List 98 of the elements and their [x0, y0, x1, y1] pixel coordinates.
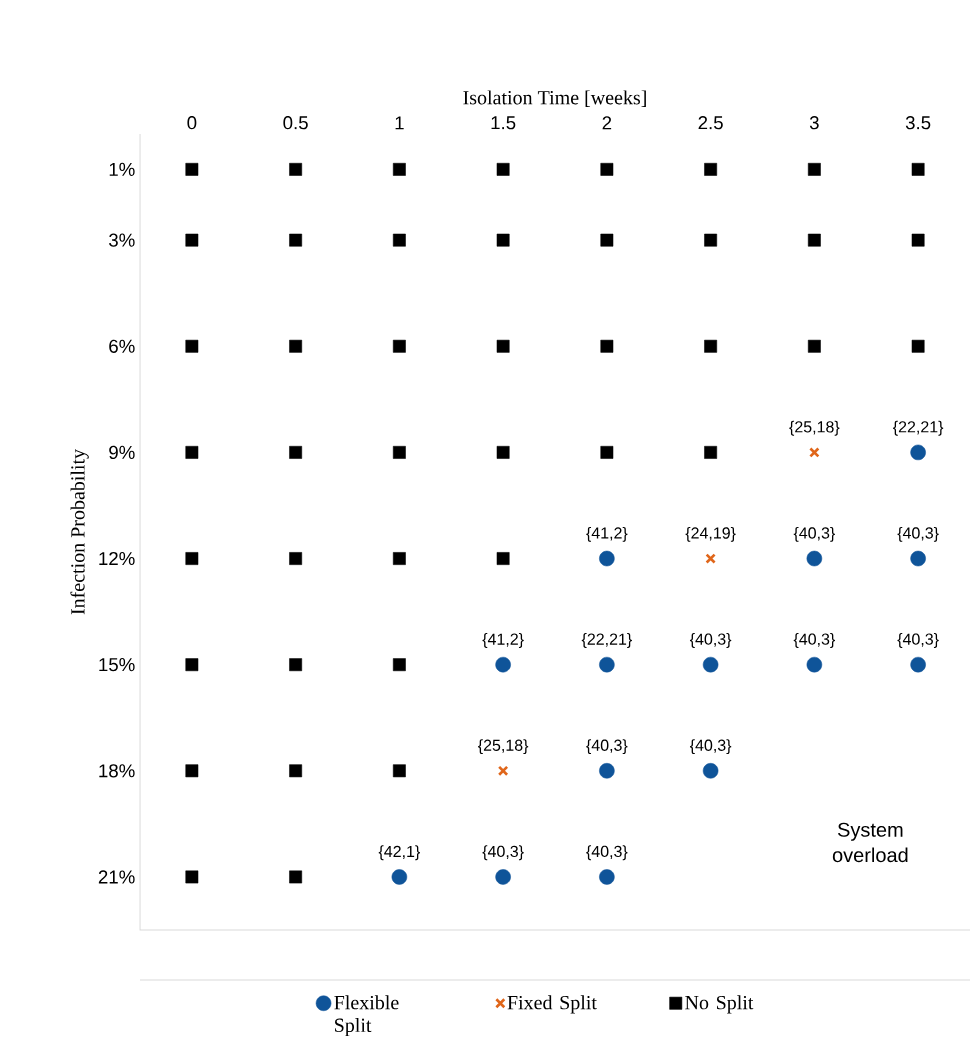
point — [185, 764, 199, 778]
x-tick-label: 0 — [187, 116, 197, 130]
x-tick-label: 1 — [395, 116, 404, 130]
point — [806, 550, 823, 567]
x-tick-label: 2 — [602, 116, 612, 130]
y-tick-label: 6% — [109, 339, 135, 353]
point — [289, 233, 303, 247]
point — [497, 765, 509, 777]
point — [911, 233, 925, 247]
annotation: {24,19} — [685, 526, 736, 542]
point — [496, 233, 510, 247]
point — [702, 656, 719, 673]
point — [600, 162, 614, 176]
legend-label: Fixed Split — [507, 995, 597, 1014]
y-tick-label: 21% — [98, 870, 135, 884]
annotation: {40,3} — [793, 633, 835, 648]
point — [806, 656, 823, 673]
annotation: {42,1} — [378, 845, 420, 861]
annotation: {22,21} — [581, 633, 632, 648]
point — [807, 233, 821, 247]
point — [392, 339, 406, 353]
x-axis-title: Isolation Time [weeks] — [463, 90, 646, 107]
point — [185, 233, 199, 247]
point — [289, 870, 303, 884]
point — [185, 658, 199, 672]
point — [185, 870, 199, 884]
point — [392, 233, 406, 247]
point — [185, 552, 199, 565]
y-tick-label: 9% — [109, 445, 135, 460]
point — [807, 339, 821, 353]
point — [911, 339, 925, 353]
point — [391, 869, 408, 885]
y-tick-label: 15% — [99, 658, 135, 672]
point — [704, 446, 718, 459]
annotation: {25,18} — [478, 739, 529, 755]
point — [705, 553, 716, 564]
annotation: {41,2} — [482, 633, 524, 648]
point — [910, 550, 926, 567]
y-tick-label: 12% — [99, 551, 135, 566]
point — [289, 446, 303, 459]
annotation: {40,3} — [586, 739, 628, 755]
point — [392, 162, 406, 176]
legend-label: No Split — [685, 995, 754, 1014]
point — [600, 233, 614, 247]
annotation: System overload — [832, 822, 908, 863]
point — [599, 869, 615, 885]
x-tick-label: 2.5 — [698, 116, 723, 130]
point — [185, 339, 199, 353]
annotation: {40,3} — [689, 739, 732, 755]
point — [910, 656, 926, 673]
point — [910, 444, 926, 461]
x-tick-label: 3.5 — [905, 116, 931, 130]
annotation: {41,2} — [586, 526, 628, 542]
point — [496, 162, 510, 176]
point — [289, 764, 303, 778]
point — [704, 233, 718, 247]
x-tick-label: 1.5 — [491, 116, 516, 130]
y-axis-title: Infection Probability — [70, 449, 89, 615]
annotation: {22,21} — [893, 420, 944, 436]
point — [496, 339, 510, 353]
point — [704, 162, 718, 176]
point — [600, 339, 614, 353]
point — [185, 162, 199, 176]
point — [599, 656, 615, 673]
point — [807, 162, 821, 176]
annotation: {25,18} — [789, 420, 840, 436]
legend-label: Flexible Split — [334, 995, 399, 1037]
annotation: {40,3} — [586, 845, 628, 861]
point — [495, 869, 511, 885]
x-tick-label: 3 — [809, 116, 819, 130]
annotation: {40,3} — [482, 845, 524, 861]
point — [704, 339, 718, 353]
y-tick-label: 18% — [99, 764, 135, 778]
y-tick-label: 3% — [109, 233, 135, 247]
point — [809, 447, 820, 458]
annotation: {40,3} — [689, 633, 732, 648]
point — [599, 550, 615, 567]
point — [392, 552, 406, 565]
point — [911, 162, 925, 176]
point — [185, 446, 199, 459]
point — [289, 658, 303, 672]
point — [496, 552, 510, 565]
y-tick-label: 1% — [109, 162, 135, 176]
point — [599, 763, 615, 779]
point — [392, 764, 406, 778]
x-tick-label: 0.5 — [283, 116, 308, 130]
point — [392, 446, 406, 459]
point — [600, 446, 614, 459]
point — [289, 552, 303, 565]
annotation: {40,3} — [897, 526, 939, 542]
point — [495, 656, 511, 673]
point — [702, 763, 719, 779]
annotation: {40,3} — [793, 526, 835, 542]
point — [289, 162, 303, 176]
point — [392, 658, 406, 672]
point — [289, 339, 303, 353]
annotation: {40,3} — [897, 633, 939, 648]
point — [496, 446, 510, 459]
